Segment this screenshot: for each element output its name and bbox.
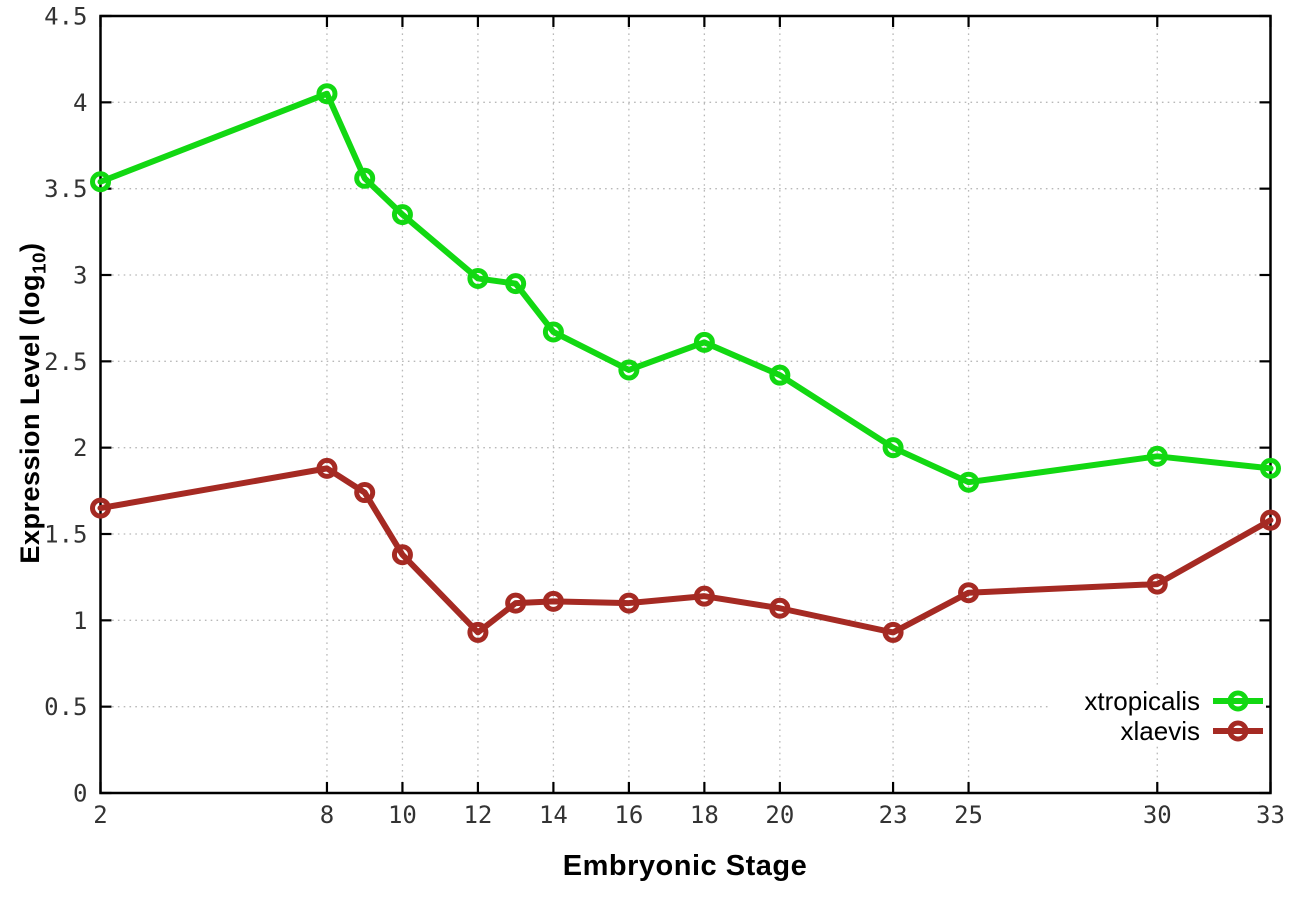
x-tick-label-10: 10 <box>388 801 417 829</box>
legend-label-xtropicalis: xtropicalis <box>1084 685 1200 716</box>
data-point-xlaevis-stage-18 <box>693 585 715 607</box>
data-point-xlaevis-stage-33 <box>1260 509 1281 531</box>
data-point-xtropicalis-stage-33 <box>1260 457 1281 479</box>
data-point-xtropicalis-stage-12 <box>467 267 489 289</box>
data-point-xlaevis-stage-16 <box>618 592 640 614</box>
legend-row-xlaevis: xlaevis <box>1051 716 1266 746</box>
x-axis-title: Embryonic Stage <box>562 850 808 882</box>
data-point-xlaevis-stage-25 <box>958 582 980 604</box>
chart-legend: xtropicalis xlaevis <box>1051 686 1266 746</box>
data-point-xlaevis-stage-8 <box>316 457 338 479</box>
y-axis-title-subscript: 10 <box>29 251 51 274</box>
data-point-xtropicalis-stage-16 <box>618 359 640 381</box>
data-point-xlaevis-stage-30 <box>1146 573 1168 595</box>
x-tick-label-20: 20 <box>765 801 794 829</box>
y-axis-title-suffix: ) <box>15 242 45 252</box>
y-tick-label-4.5: 4.5 <box>44 3 87 31</box>
x-tick-label-18: 18 <box>690 801 719 829</box>
y-tick-label-0: 0 <box>73 780 87 808</box>
x-tick-label-8: 8 <box>320 801 334 829</box>
data-point-xtropicalis-stage-30 <box>1146 445 1168 467</box>
x-tick-label-30: 30 <box>1143 801 1172 829</box>
y-tick-label-2.5: 2.5 <box>44 348 87 376</box>
data-point-xtropicalis-stage-8 <box>316 83 338 105</box>
data-point-xlaevis-stage-23 <box>882 621 904 643</box>
y-tick-label-1: 1 <box>73 607 87 635</box>
data-point-xlaevis-stage-13 <box>505 592 527 614</box>
data-point-xtropicalis-stage-14 <box>542 321 564 343</box>
x-tick-label-16: 16 <box>614 801 643 829</box>
y-tick-label-0.5: 0.5 <box>44 693 87 721</box>
series-line-xtropicalis <box>97 90 1274 486</box>
x-tick-label-14: 14 <box>539 801 568 829</box>
data-point-xtropicalis-stage-10 <box>391 204 413 226</box>
legend-label-xlaevis: xlaevis <box>1120 715 1200 746</box>
legend-sample-xlaevis-icon <box>1213 720 1263 742</box>
y-axis-title: Expression Level (log10) <box>9 103 51 703</box>
x-tick-label-23: 23 <box>879 801 908 829</box>
x-tick-label-12: 12 <box>463 801 492 829</box>
series-line-xlaevis <box>97 465 1274 636</box>
data-point-xtropicalis-stage-25 <box>958 471 980 493</box>
data-point-xtropicalis-stage-23 <box>882 437 904 459</box>
y-tick-label-3: 3 <box>73 262 87 290</box>
data-point-xtropicalis-stage-9 <box>354 167 376 189</box>
data-point-xlaevis-stage-2 <box>90 497 111 519</box>
data-point-xlaevis-stage-14 <box>542 590 564 612</box>
data-point-xlaevis-stage-9 <box>354 482 376 504</box>
data-point-xlaevis-stage-10 <box>391 544 413 566</box>
data-point-xtropicalis-stage-13 <box>505 273 527 295</box>
plot-border <box>99 14 1272 795</box>
y-tick-label-1.5: 1.5 <box>44 521 87 549</box>
x-tick-label-2: 2 <box>93 801 107 829</box>
data-point-xtropicalis-stage-2 <box>90 171 111 193</box>
data-point-xlaevis-stage-20 <box>769 597 791 619</box>
y-tick-label-3.5: 3.5 <box>44 175 87 203</box>
x-tick-label-33: 33 <box>1256 801 1285 829</box>
legend-sample-xtropicalis-icon <box>1213 690 1263 712</box>
data-point-xtropicalis-stage-20 <box>769 364 791 386</box>
data-point-xtropicalis-stage-18 <box>693 331 715 353</box>
y-axis-title-text: Expression Level (log <box>15 273 45 564</box>
data-point-xlaevis-stage-12 <box>467 621 489 643</box>
y-tick-label-4: 4 <box>73 89 87 117</box>
y-tick-label-2: 2 <box>73 434 87 462</box>
x-tick-label-25: 25 <box>954 801 983 829</box>
legend-row-xtropicalis: xtropicalis <box>1051 686 1266 716</box>
